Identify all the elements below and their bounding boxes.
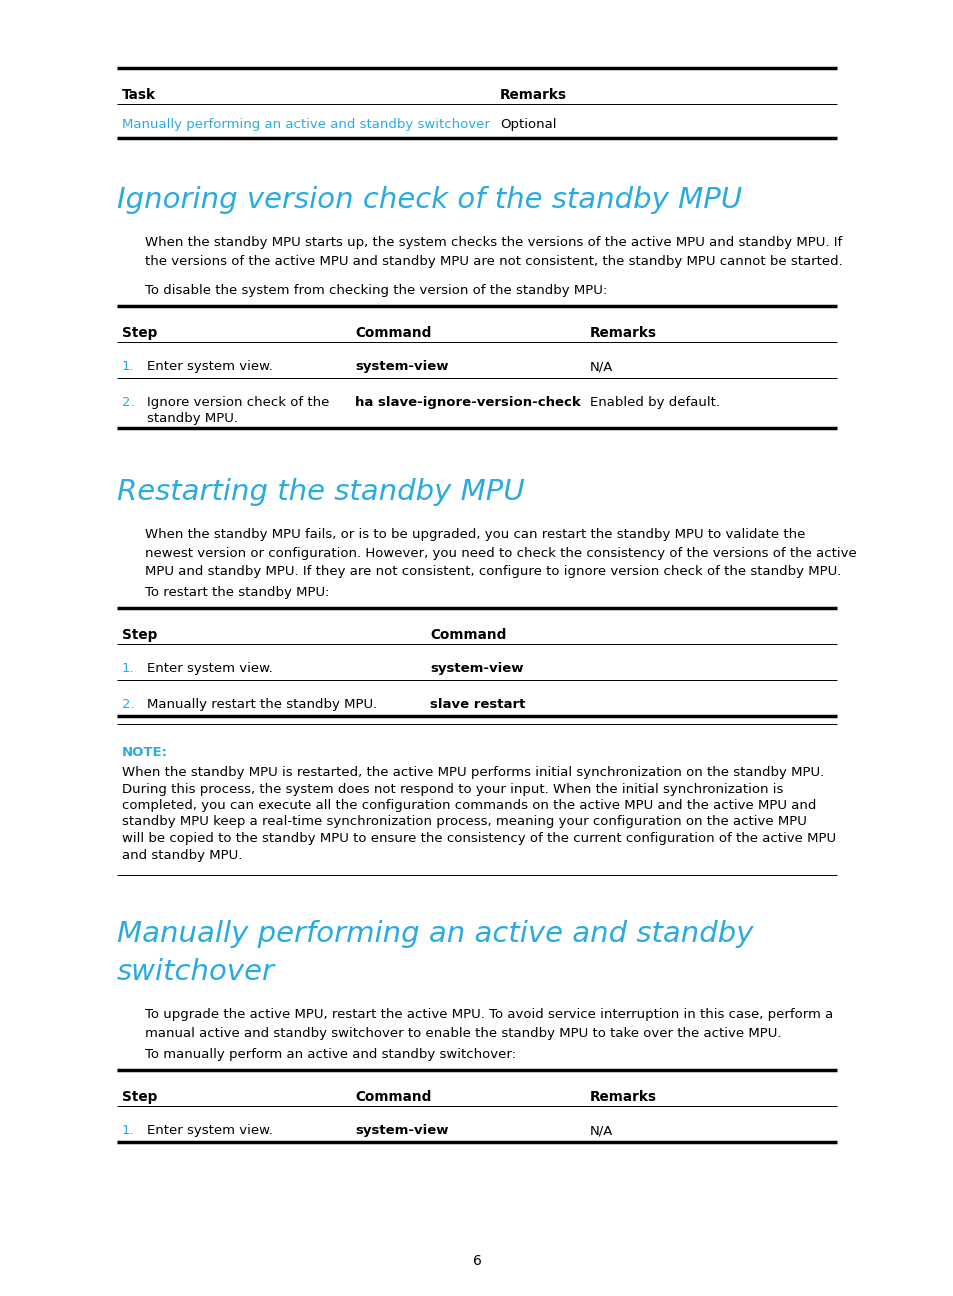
Text: 1.: 1. [122,1124,134,1137]
Text: To disable the system from checking the version of the standby MPU:: To disable the system from checking the … [145,284,607,297]
Text: Remarks: Remarks [589,327,657,340]
Text: When the standby MPU is restarted, the active MPU performs initial synchronizati: When the standby MPU is restarted, the a… [122,766,823,779]
Text: Restarting the standby MPU: Restarting the standby MPU [117,478,524,505]
Text: Ignoring version check of the standby MPU: Ignoring version check of the standby MP… [117,187,741,214]
Text: Optional: Optional [499,118,556,131]
Text: Step: Step [122,629,157,642]
Text: To restart the standby MPU:: To restart the standby MPU: [145,586,329,599]
Text: standby MPU.: standby MPU. [147,412,237,425]
Text: N/A: N/A [589,1124,613,1137]
Text: During this process, the system does not respond to your input. When the initial: During this process, the system does not… [122,783,782,796]
Text: will be copied to the standby MPU to ensure the consistency of the current confi: will be copied to the standby MPU to ens… [122,832,835,845]
Text: When the standby MPU fails, or is to be upgraded, you can restart the standby MP: When the standby MPU fails, or is to be … [145,527,856,578]
Text: Command: Command [430,629,506,642]
Text: Manually performing an active and standby: Manually performing an active and standb… [117,920,753,947]
Text: 2.: 2. [122,397,134,410]
Text: Step: Step [122,1090,157,1104]
Text: and standby MPU.: and standby MPU. [122,849,242,862]
Text: Remarks: Remarks [589,1090,657,1104]
Text: Command: Command [355,1090,431,1104]
Text: 1.: 1. [122,360,134,373]
Text: 2.: 2. [122,699,134,712]
Text: Manually restart the standby MPU.: Manually restart the standby MPU. [147,699,376,712]
Text: slave restart: slave restart [430,699,525,712]
Text: 1.: 1. [122,662,134,675]
Text: standby MPU keep a real-time synchronization process, meaning your configuration: standby MPU keep a real-time synchroniza… [122,815,806,828]
Text: Enter system view.: Enter system view. [147,1124,273,1137]
Text: Command: Command [355,327,431,340]
Text: system-view: system-view [430,662,523,675]
Text: switchover: switchover [117,958,274,986]
Text: To manually perform an active and standby switchover:: To manually perform an active and standb… [145,1048,516,1061]
Text: NOTE:: NOTE: [122,746,168,759]
Text: Ignore version check of the: Ignore version check of the [147,397,329,410]
Text: Manually performing an active and standby switchover: Manually performing an active and standb… [122,118,489,131]
Text: When the standby MPU starts up, the system checks the versions of the active MPU: When the standby MPU starts up, the syst… [145,236,841,267]
Text: Enter system view.: Enter system view. [147,662,273,675]
Text: ha slave-ignore-version-check: ha slave-ignore-version-check [355,397,580,410]
Text: Enabled by default.: Enabled by default. [589,397,720,410]
Text: system-view: system-view [355,1124,448,1137]
Text: Remarks: Remarks [499,88,566,102]
Text: N/A: N/A [589,360,613,373]
Text: Step: Step [122,327,157,340]
Text: system-view: system-view [355,360,448,373]
Text: Enter system view.: Enter system view. [147,360,273,373]
Text: completed, you can execute all the configuration commands on the active MPU and : completed, you can execute all the confi… [122,800,816,813]
Text: Task: Task [122,88,156,102]
Text: To upgrade the active MPU, restart the active MPU. To avoid service interruption: To upgrade the active MPU, restart the a… [145,1008,832,1039]
Text: 6: 6 [472,1255,481,1267]
